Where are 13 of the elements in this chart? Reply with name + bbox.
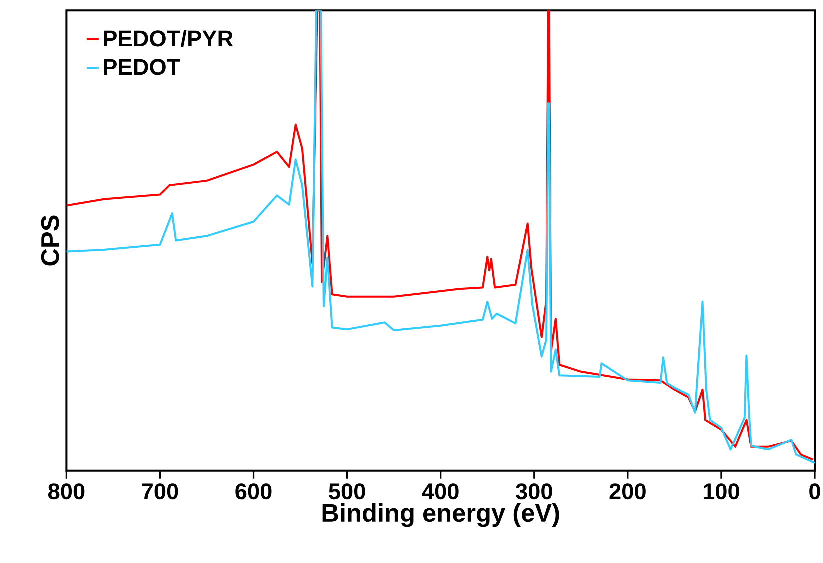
x-tick-label: 100: [704, 484, 740, 500]
y-axis-title: CPS: [41, 216, 60, 266]
x-tick-label: 400: [422, 484, 459, 500]
x-tick-label: 0: [810, 484, 820, 500]
x-tick-label: 700: [142, 484, 178, 500]
legend-label: PEDOT: [104, 59, 180, 76]
x-tick-label: 200: [610, 484, 646, 500]
x-tick-label: 500: [329, 484, 366, 500]
legend-label: PEDOT/PYR: [104, 30, 234, 48]
x-axis-title: Binding energy (eV): [322, 504, 560, 528]
x-tick-label: 600: [236, 484, 272, 500]
x-tick-label: 300: [516, 484, 552, 500]
x-tick-label: 800: [48, 484, 85, 500]
